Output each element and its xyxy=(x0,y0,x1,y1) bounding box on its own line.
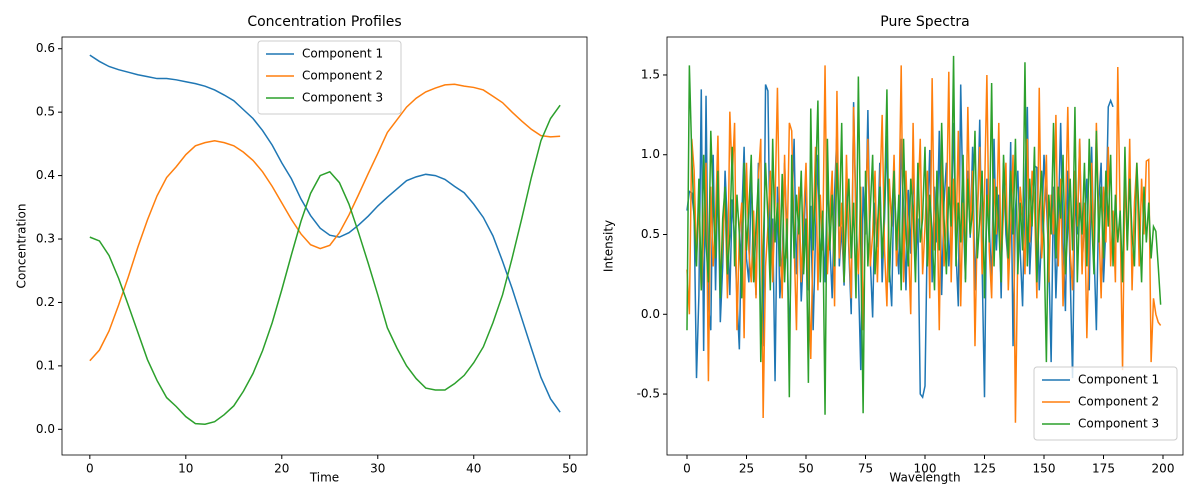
x-axis-label: Wavelength xyxy=(889,471,960,485)
x-tick-label: 20 xyxy=(274,462,289,476)
chart-title: Pure Spectra xyxy=(880,14,970,30)
x-tick-label: 50 xyxy=(562,462,577,476)
y-axis-label: Concentration xyxy=(15,204,29,289)
y-tick-label: 0.1 xyxy=(36,358,55,372)
legend-label: Component 2 xyxy=(302,69,383,83)
series-line xyxy=(686,55,1162,415)
x-tick-label: 0 xyxy=(86,462,94,476)
legend-box xyxy=(257,40,402,115)
y-tick-label: -0.5 xyxy=(637,387,660,401)
x-tick-label: 200 xyxy=(1152,462,1175,476)
y-axis-label: Intensity xyxy=(602,220,616,272)
y-tick-label: 0.5 xyxy=(36,105,55,119)
y-tick-label: 0.0 xyxy=(641,307,660,321)
x-tick-label: 30 xyxy=(370,462,385,476)
x-tick-label: 100 xyxy=(914,462,937,476)
x-axis-label: Time xyxy=(309,471,339,485)
x-tick-label: 150 xyxy=(1033,462,1056,476)
x-tick-label: 10 xyxy=(178,462,193,476)
legend-box xyxy=(1033,366,1178,441)
legend-label: Component 1 xyxy=(302,47,383,61)
x-tick-label: 25 xyxy=(739,462,754,476)
y-tick-label: 0.2 xyxy=(36,295,55,309)
y-tick-label: 0.0 xyxy=(36,422,55,436)
y-tick-label: 0.5 xyxy=(641,227,660,241)
series-line xyxy=(89,104,561,425)
legend: Component 1 Component 2 Component 3 xyxy=(257,40,402,115)
y-tick-label: 0.3 xyxy=(36,232,55,246)
y-tick-label: 1.0 xyxy=(641,147,660,161)
axes-frame xyxy=(61,36,588,456)
y-tick-label: 0.4 xyxy=(36,168,55,182)
chart-title: Concentration Profiles xyxy=(247,14,401,30)
subplot: Concentration Profiles Time Concentration 0… xyxy=(15,14,588,485)
axes-frame xyxy=(666,36,1184,456)
legend-label: Component 1 xyxy=(1078,373,1159,387)
subplot: Pure Spectra Wavelength Intensity 0 25 50 75 10… xyxy=(602,14,1184,485)
legend-label: Component 2 xyxy=(1078,395,1159,409)
x-tick-label: 75 xyxy=(858,462,873,476)
legend-label: Component 3 xyxy=(302,91,383,105)
legend: Component 1 Component 2 Component 3 xyxy=(1033,366,1178,441)
x-tick-label: 125 xyxy=(973,462,996,476)
series-line xyxy=(89,83,561,362)
x-tick-label: 0 xyxy=(683,462,691,476)
series-line xyxy=(686,65,1162,423)
legend-label: Component 3 xyxy=(1078,417,1159,431)
series-line xyxy=(89,54,561,413)
y-tick-label: 1.5 xyxy=(641,67,660,81)
x-tick-label: 40 xyxy=(466,462,481,476)
y-tick-label: 0.6 xyxy=(36,41,55,55)
x-tick-label: 50 xyxy=(798,462,813,476)
x-tick-label: 175 xyxy=(1092,462,1115,476)
